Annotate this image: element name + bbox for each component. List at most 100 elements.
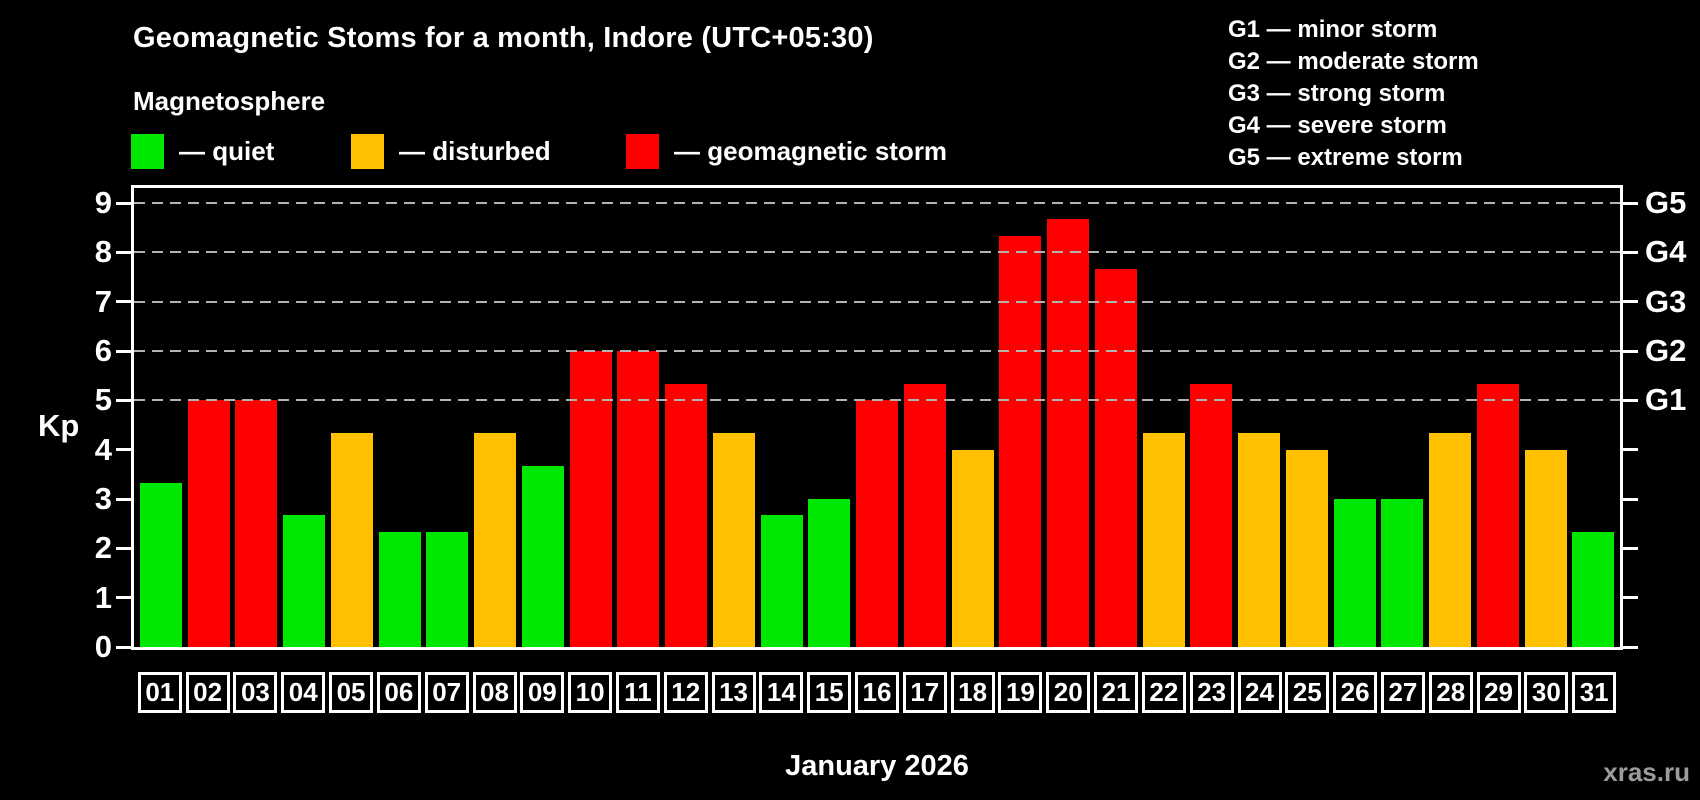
day-label-25: 25 [1285, 672, 1330, 713]
bar-day-09 [521, 465, 564, 647]
day-label-29: 29 [1476, 672, 1521, 713]
y-axis-label-6: 6 [94, 333, 112, 369]
right-axis-label-g5: G5 [1645, 185, 1687, 221]
day-label-22: 22 [1141, 672, 1186, 713]
bar-day-16 [856, 400, 898, 647]
right-tick-kp-4 [1623, 448, 1638, 452]
right-tick-kp-0 [1623, 645, 1638, 649]
day-label-10: 10 [568, 672, 613, 713]
disturbed-swatch-icon [351, 133, 384, 169]
quiet-swatch-icon [131, 133, 164, 169]
right-tick-kp-7 [1623, 300, 1638, 304]
day-label-26: 26 [1333, 672, 1378, 713]
day-label-01: 01 [137, 672, 182, 713]
bar-day-17 [903, 384, 946, 647]
legend-label-quiet: — quiet [179, 135, 275, 166]
y-axis-label-3: 3 [94, 481, 112, 516]
day-label-19: 19 [998, 672, 1043, 713]
legend-label-disturbed: — disturbed [399, 135, 551, 166]
right-tick-kp-1 [1623, 596, 1638, 600]
g-legend-item-g1: G1 — minor storm [1228, 16, 1438, 43]
day-label-02: 02 [185, 672, 230, 713]
g-legend-item-g4: G4 — severe storm [1228, 112, 1447, 139]
day-label-31: 31 [1572, 672, 1617, 713]
bar-day-02 [187, 400, 230, 647]
right-axis-label-g2: G2 [1645, 333, 1687, 369]
bars-container [134, 188, 1620, 647]
bar-day-06 [378, 532, 421, 647]
left-tick-kp-2 [116, 546, 131, 550]
x-axis-day-labels: 01 02 03 04 05 06 07 08 09 10 11 12 13 14 15 16 17 18 19 20… [134, 672, 1620, 713]
bar-day-28 [1429, 433, 1471, 647]
left-tick-kp-0 [116, 645, 131, 649]
day-label-27: 27 [1380, 672, 1425, 713]
right-tick-kp-3 [1623, 497, 1638, 501]
gridline-kp-9 [134, 202, 1620, 205]
bar-day-19 [999, 236, 1042, 647]
bar-day-13 [712, 433, 755, 647]
day-label-04: 04 [281, 672, 326, 713]
day-label-05: 05 [329, 672, 374, 713]
day-label-03: 03 [233, 672, 278, 713]
day-label-20: 20 [1046, 672, 1091, 713]
day-label-17: 17 [902, 672, 947, 713]
bar-day-01 [139, 482, 182, 647]
right-tick-kp-8 [1623, 250, 1638, 254]
bar-day-24 [1238, 433, 1280, 647]
bar-day-14 [760, 515, 803, 647]
bar-day-03 [235, 400, 278, 647]
y-axis-label-0: 0 [94, 629, 112, 664]
day-label-06: 06 [376, 672, 421, 713]
g-legend-item-g5: G5 — extreme storm [1228, 144, 1463, 171]
bar-day-10 [569, 351, 612, 647]
bar-day-11 [617, 351, 660, 647]
left-tick-kp-3 [116, 497, 131, 501]
chart-subtitle: Magnetosphere [133, 86, 326, 116]
bar-day-20 [1047, 219, 1089, 647]
y-axis-label-5: 5 [94, 382, 112, 418]
day-label-23: 23 [1189, 672, 1234, 713]
right-axis-label-g1: G1 [1645, 382, 1687, 418]
right-axis-label-g4: G4 [1645, 234, 1687, 270]
right-tick-kp-9 [1623, 201, 1638, 205]
right-axis-label-g3: G3 [1645, 283, 1687, 319]
left-tick-kp-1 [116, 596, 131, 600]
bar-day-04 [283, 515, 325, 647]
watermark: xras.ru [1603, 757, 1690, 787]
y-axis-label-7: 7 [94, 283, 112, 319]
left-tick-kp-4 [116, 448, 131, 452]
right-tick-kp-2 [1623, 546, 1638, 550]
day-label-30: 30 [1524, 672, 1569, 713]
bar-day-26 [1333, 499, 1376, 647]
legend-item-storm: — geomagnetic storm [626, 133, 947, 169]
bar-day-18 [951, 449, 994, 647]
left-tick-kp-7 [116, 300, 131, 304]
y-axis-label-2: 2 [94, 530, 112, 566]
gridline-kp-8 [134, 251, 1620, 254]
day-label-21: 21 [1094, 672, 1139, 713]
bar-day-27 [1381, 499, 1424, 647]
day-label-12: 12 [663, 672, 708, 713]
bar-day-31 [1572, 532, 1615, 647]
day-label-28: 28 [1428, 672, 1473, 713]
legend-item-quiet: — quiet [131, 133, 274, 169]
g-legend-item-g3: G3 — strong storm [1228, 80, 1446, 107]
gridline-kp-6 [134, 350, 1620, 353]
bar-day-22 [1142, 433, 1185, 647]
y-axis-label-1: 1 [94, 579, 112, 615]
day-label-08: 08 [472, 672, 517, 713]
bar-day-29 [1476, 384, 1519, 647]
y-axis-title: Kp [38, 408, 80, 443]
chart-title: Geomagnetic Stoms for a month, Indore (U… [133, 22, 874, 54]
gridline-kp-5 [134, 399, 1620, 402]
day-label-07: 07 [424, 672, 469, 713]
right-tick-kp-6 [1623, 349, 1638, 353]
plot-inner [134, 188, 1620, 647]
legend-label-storm: — geomagnetic storm [674, 135, 948, 166]
g-scale-legend: G1 — minor storm G2 — moderate storm G3 … [1228, 14, 1479, 174]
day-label-24: 24 [1237, 672, 1282, 713]
left-tick-kp-5 [116, 398, 131, 402]
y-axis-label-8: 8 [94, 234, 112, 270]
bar-day-21 [1094, 268, 1137, 647]
day-label-14: 14 [759, 672, 804, 713]
